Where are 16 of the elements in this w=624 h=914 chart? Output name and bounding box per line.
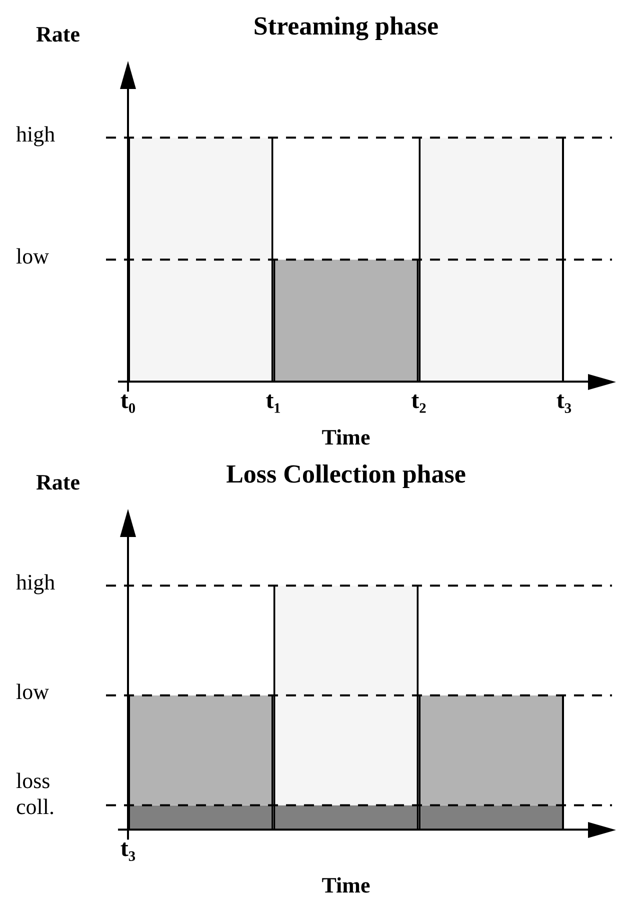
ref-line-label: high (16, 121, 56, 146)
chart-title: Streaming phase (253, 11, 439, 40)
x-axis-title: Time (322, 424, 370, 450)
y-axis-title: Rate (36, 470, 80, 495)
ref-line-label: loss coll. (16, 768, 54, 819)
text: t₂ (411, 388, 426, 414)
y-axis-title: Rate (36, 22, 80, 47)
ref-line-label: low (16, 243, 50, 268)
text: t₃ (120, 836, 136, 862)
x-axis-title: Time (322, 872, 370, 898)
text: t₀ (120, 388, 136, 414)
chart-title: Loss Collection phase (226, 459, 466, 488)
ref-line-label: low (16, 679, 50, 704)
ref-line-label: high (16, 569, 56, 594)
text: t₃ (556, 388, 572, 414)
text: t₁ (266, 388, 281, 414)
